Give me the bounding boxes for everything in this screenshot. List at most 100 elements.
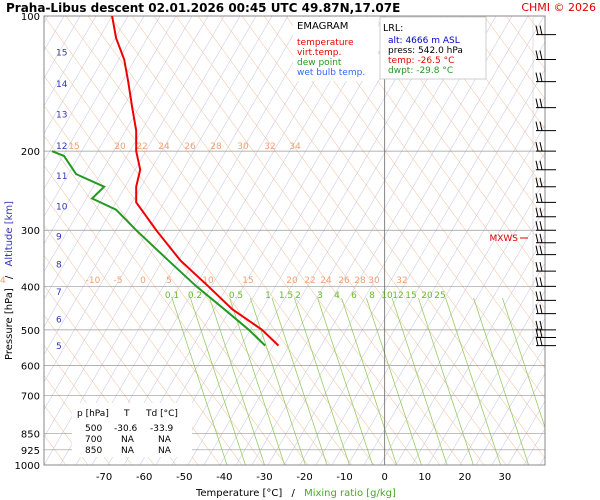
mixing-ratio-line — [366, 297, 422, 465]
x-tick-label: 10 — [418, 472, 431, 483]
dry-adiabat-line — [461, 16, 545, 130]
dry-adiabat-label: 5 — [166, 276, 172, 286]
x-axis-label-mixing: Mixing ratio [g/kg] — [304, 488, 396, 499]
isotherm-line — [44, 16, 129, 162]
dry-adiabat-line — [153, 16, 485, 465]
wind-barb-feather — [535, 207, 539, 217]
x-tick-label: 30 — [499, 472, 512, 483]
isotherm-line — [491, 372, 545, 465]
mixing-ratio-line — [271, 297, 328, 465]
lrl-title: LRL: — [383, 23, 403, 34]
series-group — [51, 16, 280, 347]
series-dew-point-line — [51, 150, 266, 347]
isotherm-line — [411, 234, 545, 465]
wind-barb-feather — [539, 221, 543, 231]
isotherm-line — [139, 16, 401, 465]
mixing-ratio-line — [502, 297, 545, 429]
dry-adiabat-line — [307, 16, 545, 339]
isotherm-line — [44, 16, 225, 328]
dry-adiabat-label: 34 — [0, 276, 6, 286]
isotherm-line — [44, 16, 257, 383]
dry-adiabat-label: 26 — [338, 276, 350, 286]
isotherm-line — [475, 345, 545, 465]
table-row-2-t: NA — [121, 446, 135, 456]
mixing-ratio-label: 3 — [317, 291, 323, 301]
table-row-1-p: 700 — [85, 435, 102, 445]
altitude-tick-label: 12 — [56, 142, 67, 152]
x-axis-label-temperature: Temperature [°C] — [195, 488, 282, 499]
wind-barb-feather — [539, 142, 543, 152]
dry-adiabat-line — [175, 16, 507, 465]
mixing-ratio-label: 10 — [381, 291, 393, 301]
isotherm-line — [379, 179, 545, 465]
mixing-ratio-label: 20 — [421, 291, 433, 301]
y-tick-label: 925 — [21, 446, 40, 457]
y-axis-label-altitude: Altitude [km] — [4, 201, 15, 267]
isotherm-line — [91, 16, 353, 465]
dry-adiabat-label: 20 — [114, 142, 126, 152]
mixing-ratio-line — [473, 297, 529, 465]
isotherm-line — [572, 16, 600, 465]
isotherm-line — [443, 290, 545, 465]
dry-adiabat-line — [44, 195, 243, 465]
dry-adiabat-line — [131, 16, 463, 465]
dry-adiabat-label: 26 — [184, 142, 196, 152]
isotherm-line — [267, 16, 529, 465]
dry-adiabat-label: 28 — [354, 276, 366, 286]
altitude-tick-label: 7 — [56, 288, 62, 298]
wind-barb-feather — [539, 262, 543, 272]
wind-barb-feather — [535, 193, 539, 203]
wind-barb-feather — [535, 233, 539, 243]
y-tick-label: 200 — [21, 147, 40, 158]
isotherm-line — [363, 151, 545, 465]
x-tick-label: 20 — [458, 472, 471, 483]
isotherm-line — [395, 207, 545, 465]
lrl-press: press: 542.0 hPa — [388, 46, 463, 56]
dry-adiabat-line — [44, 225, 221, 465]
dry-adiabat-line — [572, 16, 600, 465]
mixing-ratio-label: 15 — [405, 291, 416, 301]
wind-barb-feather — [539, 233, 543, 243]
x-tick-label: -50 — [176, 472, 192, 483]
isotherm-line — [427, 262, 545, 465]
altitude-tick-label: 10 — [56, 202, 68, 212]
wind-barb-feather — [539, 320, 543, 330]
y-tick-label: 100 — [21, 12, 40, 23]
wind-barb-feather — [539, 328, 543, 338]
isotherm-line — [44, 16, 241, 355]
mixing-ratio-label: 0.5 — [229, 291, 243, 301]
wind-barb-feather — [535, 160, 539, 170]
altitude-ticks: 5 6 7 8 9 10 11 12 13 14 15 — [56, 49, 68, 352]
isotherm-line — [556, 16, 600, 465]
isotherm-line — [219, 16, 481, 465]
altitude-tick-label: 13 — [56, 111, 67, 121]
x-tick-label: -30 — [256, 472, 272, 483]
mixing-ratio-line — [445, 297, 501, 465]
dry-adiabat-line — [263, 16, 545, 399]
y-axis-label-pressure: Pressure [hPa] — [4, 288, 15, 360]
wind-barb-feather — [539, 304, 543, 314]
wind-barb-feather — [535, 291, 539, 301]
wind-barb-feather — [539, 160, 543, 170]
isotherm-line — [44, 16, 193, 273]
mixing-ratio-line — [171, 297, 228, 465]
legend: EMAGRAM temperature virt.temp. dew point… — [293, 17, 378, 81]
y-tick-label: 1000 — [15, 461, 40, 472]
x-tick-label: -70 — [96, 472, 112, 483]
isotherm-line — [171, 16, 433, 465]
altitude-tick-label: 11 — [56, 172, 67, 182]
wind-barb-feather — [535, 98, 539, 108]
isotherm-line — [44, 16, 209, 300]
mixing-ratio-label: 1 — [265, 291, 271, 301]
table-row-0-p: 500 — [85, 424, 102, 434]
isotherm-line — [315, 69, 545, 465]
isotherm-line — [107, 16, 369, 465]
dry-adiabat-line — [44, 284, 177, 465]
mixing-ratio-label: 0.2 — [188, 291, 202, 301]
y-tick-label: 300 — [21, 226, 40, 237]
wind-barb-feather — [539, 207, 543, 217]
dry-adiabat-line — [329, 16, 545, 309]
dry-adiabat-label: 28 — [210, 142, 222, 152]
dry-adiabat-line — [44, 165, 265, 465]
x-tick-label: -20 — [296, 472, 312, 483]
